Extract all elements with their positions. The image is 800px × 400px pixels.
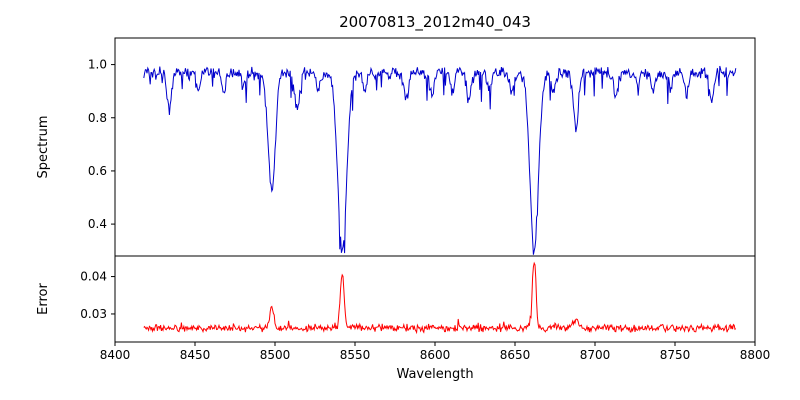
x-tick-label: 8550 xyxy=(340,348,371,362)
spectrum-y-tick-label: 0.6 xyxy=(88,164,107,178)
x-tick-label: 8650 xyxy=(500,348,531,362)
x-tick-label: 8750 xyxy=(660,348,691,362)
x-tick-label: 8700 xyxy=(580,348,611,362)
spectrum-data-line xyxy=(143,65,737,255)
error-panel-frame xyxy=(114,255,756,343)
x-tick-label: 8800 xyxy=(740,348,771,362)
spectrum-y-axis-label: Spectrum xyxy=(36,116,51,179)
spectrum-y-tick-label: 1.0 xyxy=(88,58,107,72)
error-y-tick-label: 0.03 xyxy=(80,307,107,321)
error-y-axis-label: Error xyxy=(36,283,51,315)
x-tick-label: 8400 xyxy=(100,348,131,362)
x-tick-label: 8600 xyxy=(420,348,451,362)
x-axis-label: Wavelength xyxy=(396,367,473,382)
x-tick-label: 8500 xyxy=(260,348,291,362)
chart-title: 20070813_2012m40_043 xyxy=(339,13,531,32)
axis-ticks: 8400 8450 8500 8550 8600 8650 8700 8750 8800 0.4 0… xyxy=(80,58,770,362)
x-tick-label: 8450 xyxy=(180,348,211,362)
spectrum-y-tick-label: 0.8 xyxy=(88,111,107,125)
error-y-tick-label: 0.04 xyxy=(80,270,107,284)
spectrum-y-tick-label: 0.4 xyxy=(88,217,107,231)
error-data-line xyxy=(143,261,737,335)
